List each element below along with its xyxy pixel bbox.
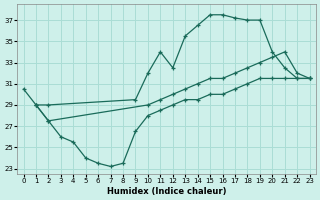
X-axis label: Humidex (Indice chaleur): Humidex (Indice chaleur)	[107, 187, 226, 196]
